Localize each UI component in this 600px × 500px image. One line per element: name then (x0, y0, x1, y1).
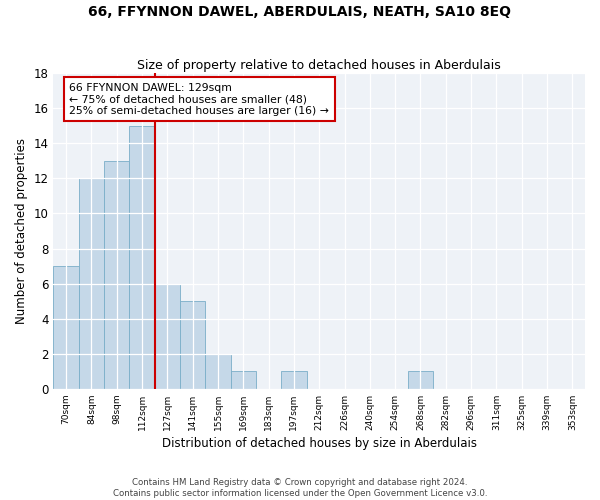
Bar (230, 372, 256, 389)
Bar (408, 372, 433, 389)
Bar (155, 284, 180, 389)
Text: Contains HM Land Registry data © Crown copyright and database right 2024.
Contai: Contains HM Land Registry data © Crown c… (113, 478, 487, 498)
X-axis label: Distribution of detached houses by size in Aberdulais: Distribution of detached houses by size … (162, 437, 477, 450)
Title: Size of property relative to detached houses in Aberdulais: Size of property relative to detached ho… (137, 59, 501, 72)
Bar (104, 161, 130, 389)
Text: 66 FFYNNON DAWEL: 129sqm
← 75% of detached houses are smaller (48)
25% of semi-d: 66 FFYNNON DAWEL: 129sqm ← 75% of detach… (70, 82, 329, 116)
Bar (281, 372, 307, 389)
Bar (180, 301, 205, 389)
Y-axis label: Number of detached properties: Number of detached properties (15, 138, 28, 324)
Bar (130, 126, 155, 389)
Bar (53, 266, 79, 389)
Bar (79, 178, 104, 389)
Bar (205, 354, 230, 389)
Text: 66, FFYNNON DAWEL, ABERDULAIS, NEATH, SA10 8EQ: 66, FFYNNON DAWEL, ABERDULAIS, NEATH, SA… (89, 5, 511, 19)
